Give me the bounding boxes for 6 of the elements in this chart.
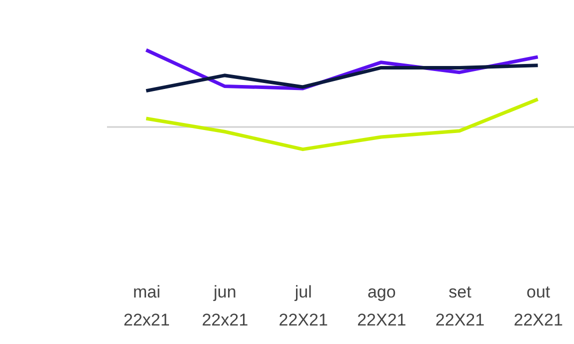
x-tick-label: set 22X21 [435, 282, 485, 330]
x-tick-label: jun 22x21 [202, 282, 248, 330]
x-tick-label: mai 22x21 [124, 282, 170, 330]
x-tick-label: ago 22X21 [357, 282, 406, 330]
x-tick-label: out 22X21 [514, 282, 563, 330]
x-tick-label: jul 22X21 [278, 282, 328, 330]
